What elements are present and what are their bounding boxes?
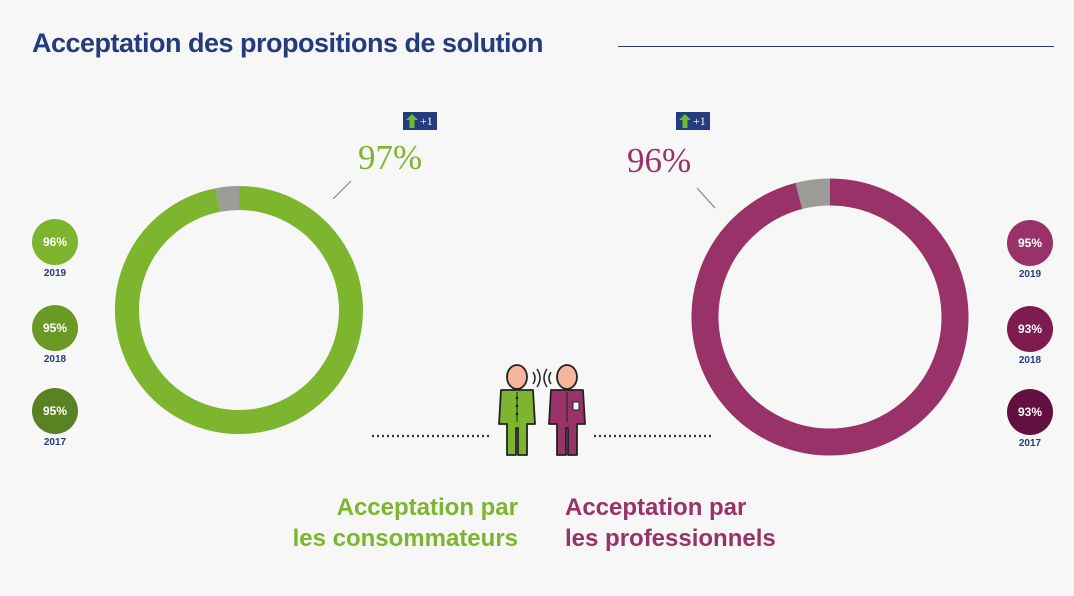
professionals-change-badge: +1 xyxy=(676,112,710,130)
consumers-value-label: 97% xyxy=(358,138,423,177)
history-year: 2018 xyxy=(43,354,67,365)
professionals-donut-segment-remainder xyxy=(795,178,831,210)
consumers-change-label: +1 xyxy=(420,114,433,128)
professionals-donut-segment-value xyxy=(691,178,969,456)
professionals-change-label: +1 xyxy=(693,114,706,128)
professional-person-icon xyxy=(548,364,586,456)
history-circle: 95% xyxy=(32,388,78,434)
history-year: 2017 xyxy=(43,437,67,448)
title-rule xyxy=(618,46,1054,47)
consumers-donut-segment-value xyxy=(115,186,363,434)
history-circle: 93% xyxy=(1007,306,1053,352)
history-year: 2019 xyxy=(1018,269,1042,280)
professionals-history-2019: 95% 2019 xyxy=(1004,220,1056,280)
professionals-history-2017: 93% 2017 xyxy=(1004,389,1056,449)
history-circle: 95% xyxy=(1007,220,1053,266)
arrow-up-icon xyxy=(406,114,418,128)
consumers-label-line2: les consommateurs xyxy=(292,525,518,552)
professionals-label: Acceptation par les professionnels xyxy=(565,492,776,554)
consumers-history-2017: 95% 2017 xyxy=(29,388,81,448)
professionals-history-2018: 93% 2018 xyxy=(1004,306,1056,366)
consumer-person-icon xyxy=(498,364,536,456)
history-year: 2017 xyxy=(1018,438,1042,449)
people-talking-icon xyxy=(498,364,586,456)
history-circle: 93% xyxy=(1007,389,1053,435)
page-title: Acceptation des propositions de solution xyxy=(32,28,544,58)
consumers-label: Acceptation par les consommateurs xyxy=(293,492,518,554)
professionals-leader-line xyxy=(696,187,716,209)
consumers-change-badge: +1 xyxy=(403,112,437,130)
consumers-label-line1: Acceptation par xyxy=(336,494,518,521)
professionals-label-line1: Acceptation par xyxy=(565,494,747,521)
professionals-value-label: 96% xyxy=(627,141,692,180)
professionals-label-line2: les professionnels xyxy=(565,525,776,552)
consumers-history-2019: 96% 2019 xyxy=(29,219,81,279)
consumers-history-2018: 95% 2018 xyxy=(29,305,81,365)
consumers-donut-segment-remainder xyxy=(215,185,240,212)
history-circle: 96% xyxy=(32,219,78,265)
consumers-leader-line xyxy=(332,180,352,200)
history-year: 2019 xyxy=(43,268,67,279)
history-circle: 95% xyxy=(32,305,78,351)
consumers-donut xyxy=(115,185,363,434)
history-year: 2018 xyxy=(1018,355,1042,366)
arrow-up-icon xyxy=(679,114,691,128)
professionals-donut xyxy=(691,178,969,456)
